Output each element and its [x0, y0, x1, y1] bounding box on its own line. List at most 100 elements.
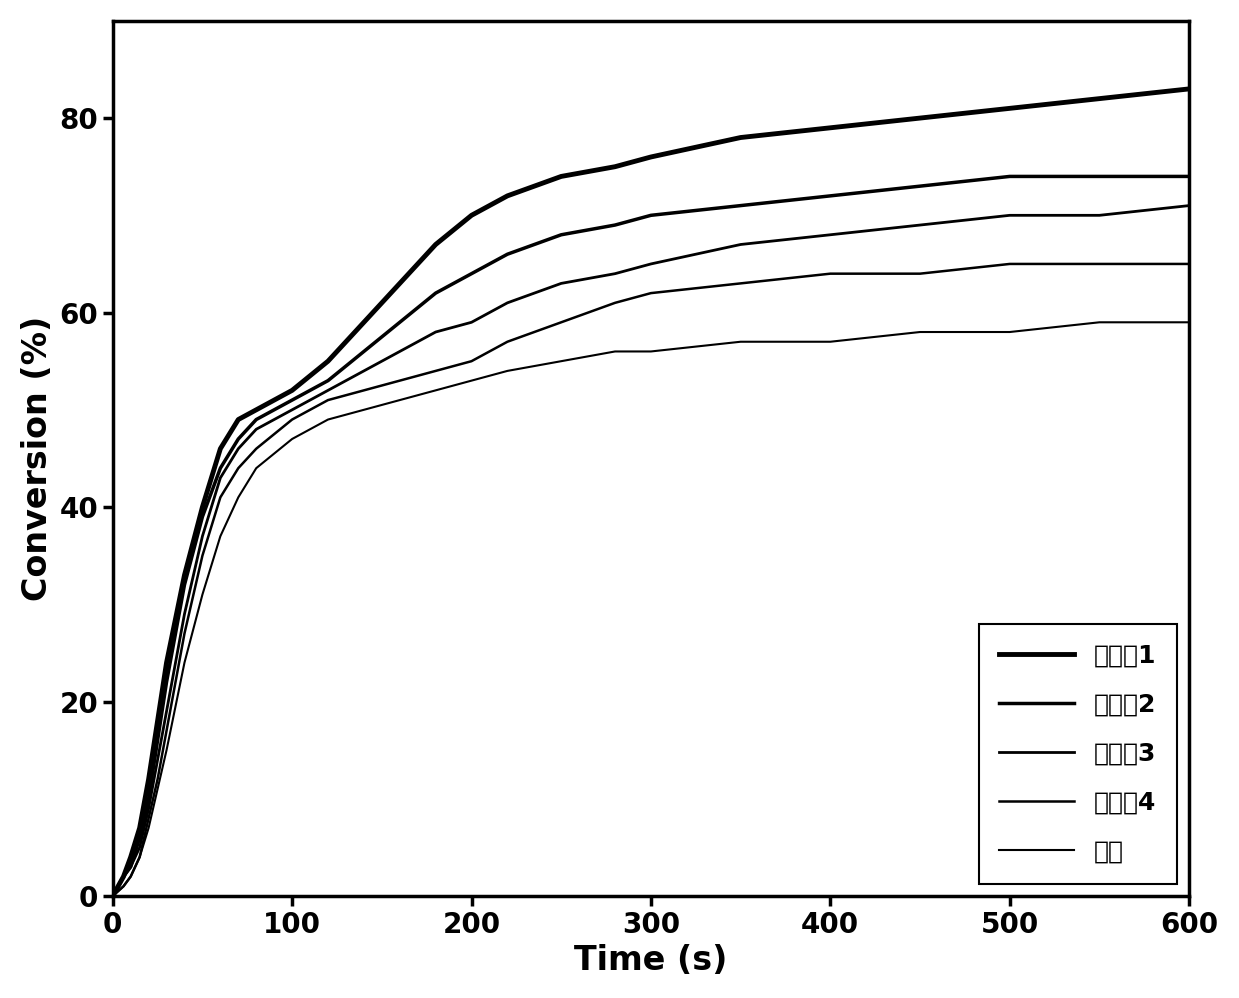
化合利3 [913, 219, 928, 231]
化合利4 [357, 384, 372, 396]
化合利1 [607, 161, 622, 173]
化合利1 [285, 384, 300, 396]
化合利1 [913, 112, 928, 124]
化合利1 [501, 190, 515, 202]
化合利1 [177, 569, 192, 581]
化合利2 [1092, 171, 1106, 183]
化合利1 [1092, 93, 1106, 105]
化合利4 [285, 413, 300, 425]
化合利4 [913, 267, 928, 279]
Line: 参比: 参比 [113, 322, 1189, 896]
化合利2 [116, 870, 131, 882]
化合利4 [465, 355, 479, 367]
化合利2 [177, 579, 192, 591]
化合利1 [133, 822, 147, 834]
化合利4 [105, 890, 120, 902]
化合利1 [230, 413, 245, 425]
Line: 化合利4: 化合利4 [113, 263, 1189, 896]
化合利1 [643, 151, 658, 163]
参比 [285, 433, 300, 445]
化合利2 [195, 511, 209, 523]
化合利2 [429, 287, 444, 299]
参比 [643, 345, 658, 357]
化合利4 [501, 335, 515, 347]
化合利3 [230, 443, 245, 455]
化合利2 [249, 413, 264, 425]
化合利3 [1092, 210, 1106, 222]
化合利3 [150, 753, 165, 765]
化合利1 [393, 277, 408, 289]
化合利2 [913, 181, 928, 193]
化合利3 [213, 472, 228, 484]
化合利4 [429, 365, 444, 377]
化合利2 [105, 890, 120, 902]
化合利4 [159, 725, 173, 737]
Legend: 化合利1, 化合利2, 化合利3, 化合利4, 参比: 化合利1, 化合利2, 化合利3, 化合利4, 参比 [979, 624, 1177, 883]
参比 [230, 491, 245, 503]
Y-axis label: Conversion (%): Conversion (%) [21, 315, 53, 601]
化合利1 [110, 880, 125, 892]
化合利2 [823, 190, 838, 202]
化合利3 [357, 365, 372, 377]
化合利4 [823, 267, 838, 279]
化合利1 [733, 132, 748, 144]
化合利4 [116, 880, 131, 892]
化合利2 [285, 394, 300, 406]
化合利2 [133, 831, 147, 843]
化合利3 [321, 384, 336, 396]
化合利1 [357, 316, 372, 328]
化合利3 [393, 345, 408, 357]
化合利2 [607, 219, 622, 231]
化合利2 [1002, 171, 1017, 183]
化合利4 [230, 462, 245, 474]
化合利2 [213, 462, 228, 474]
化合利4 [177, 628, 192, 640]
化合利3 [105, 890, 120, 902]
化合利2 [110, 880, 125, 892]
化合利1 [465, 210, 479, 222]
X-axis label: Time (s): Time (s) [574, 944, 727, 977]
化合利3 [429, 326, 444, 338]
化合利1 [249, 404, 264, 416]
化合利3 [465, 316, 479, 328]
参比 [105, 890, 120, 902]
化合利4 [213, 491, 228, 503]
化合利2 [554, 229, 569, 241]
化合利2 [501, 249, 515, 260]
化合利1 [1182, 83, 1197, 95]
化合利2 [643, 210, 658, 222]
参比 [733, 335, 748, 347]
化合利2 [123, 861, 138, 873]
化合利3 [285, 404, 300, 416]
化合利1 [159, 657, 173, 669]
化合利4 [195, 550, 209, 562]
参比 [110, 885, 125, 897]
Line: 化合利1: 化合利1 [113, 89, 1189, 896]
化合利1 [105, 890, 120, 902]
参比 [1092, 316, 1106, 328]
化合利3 [554, 277, 569, 289]
化合利4 [150, 773, 165, 785]
化合利4 [554, 316, 569, 328]
化合利4 [141, 812, 156, 824]
参比 [1182, 316, 1197, 328]
化合利2 [1182, 171, 1197, 183]
参比 [607, 345, 622, 357]
化合利4 [1092, 257, 1106, 269]
参比 [141, 822, 156, 834]
化合利3 [110, 880, 125, 892]
化合利4 [133, 851, 147, 863]
化合利4 [607, 296, 622, 308]
化合利4 [123, 870, 138, 882]
化合利3 [1002, 210, 1017, 222]
参比 [1002, 326, 1017, 338]
化合利4 [393, 374, 408, 386]
参比 [123, 870, 138, 882]
化合利3 [133, 841, 147, 853]
参比 [195, 589, 209, 601]
参比 [823, 335, 838, 347]
化合利3 [1182, 200, 1197, 212]
化合利3 [733, 239, 748, 250]
化合利3 [116, 870, 131, 882]
参比 [554, 355, 569, 367]
